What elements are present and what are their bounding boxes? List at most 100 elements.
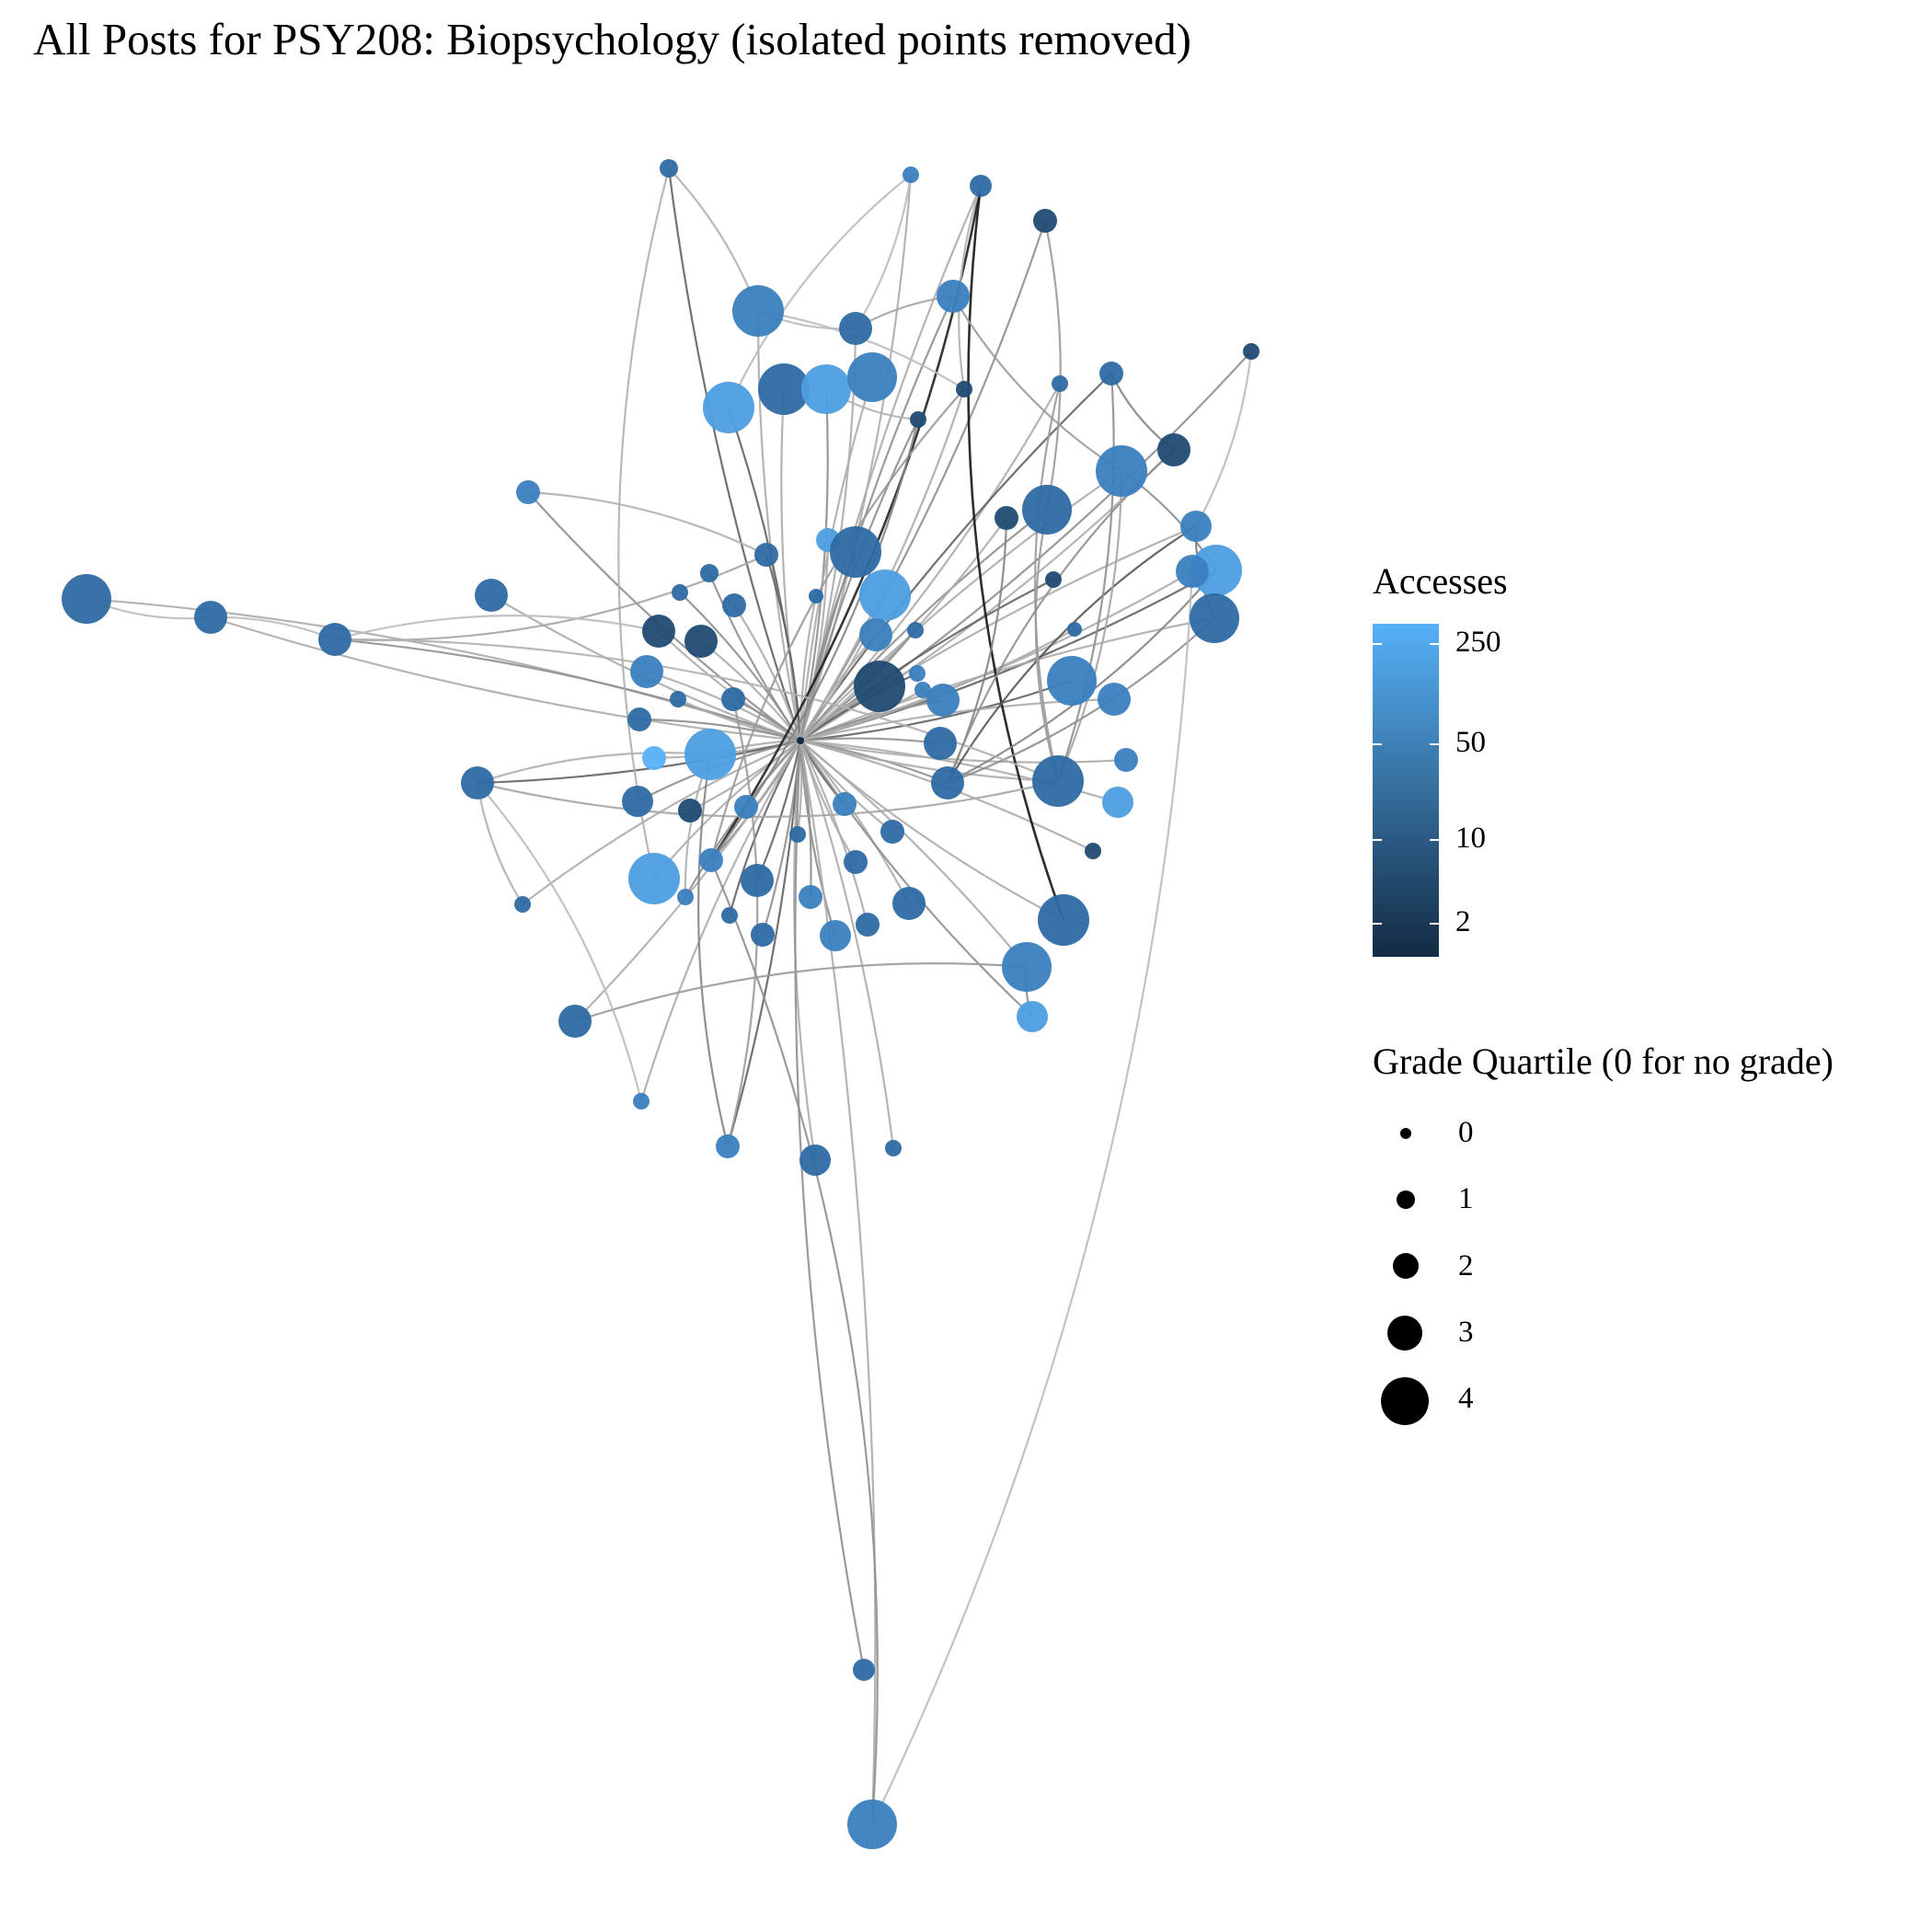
network-node [699, 848, 723, 872]
network-node [892, 887, 926, 920]
network-node [642, 746, 666, 770]
colorbar-tick [1430, 743, 1439, 745]
network-node [801, 364, 851, 414]
size-key-label-4: 4 [1458, 1382, 1474, 1415]
network-node [722, 593, 746, 617]
colorbar-label-50: 50 [1455, 726, 1486, 759]
network-node [854, 661, 905, 712]
network-node [194, 601, 227, 634]
network-node [684, 729, 736, 780]
network-edge [639, 740, 801, 1102]
network-edge [709, 859, 879, 1825]
network-edge [574, 740, 801, 1022]
network-node [678, 799, 702, 822]
network-node [909, 665, 926, 682]
network-edge [794, 740, 866, 1671]
node-layer [62, 159, 1259, 1849]
network-edge [709, 388, 965, 861]
network-node [880, 820, 904, 844]
colorbar-label-2: 2 [1455, 905, 1471, 938]
network-node [721, 687, 745, 711]
network-node [627, 707, 651, 731]
network-node [885, 1140, 902, 1156]
network-node [1017, 1001, 1048, 1032]
network-edge [799, 679, 1073, 742]
network-node [789, 826, 806, 843]
colorbar-tick [1373, 743, 1382, 745]
network-node [914, 682, 931, 698]
network-node [839, 312, 872, 345]
network-node [910, 411, 926, 428]
network-node [1038, 894, 1089, 946]
network-edge [522, 739, 801, 905]
network-edge [726, 740, 802, 1147]
network-edge [799, 740, 910, 904]
network-node [937, 280, 970, 313]
network-node [558, 1005, 592, 1038]
network-edge [477, 779, 1059, 818]
chart-title: All Posts for PSY208: Biopsychology (iso… [33, 14, 1191, 64]
network-edge [947, 617, 1215, 785]
network-node [830, 526, 881, 578]
network-edge [799, 740, 895, 1149]
network-edge [871, 570, 1194, 1825]
network-node [1022, 485, 1072, 535]
network-edge [952, 295, 1122, 472]
network-node [1085, 843, 1101, 859]
network-node [859, 618, 892, 651]
network-node [754, 543, 778, 567]
network-node [633, 1093, 650, 1110]
network-node [62, 574, 111, 624]
network-edge [765, 554, 802, 742]
network-node [734, 795, 758, 819]
network-edge [799, 740, 869, 926]
network-edge [799, 388, 966, 742]
network-edge [799, 595, 818, 742]
colorbar-tick [1430, 839, 1439, 841]
network-edge [799, 373, 1112, 742]
size-key-label-2: 2 [1458, 1249, 1474, 1282]
network-node [847, 1800, 897, 1849]
network-edge [334, 615, 660, 641]
network-edge [477, 752, 711, 785]
size-key-label-3: 3 [1458, 1316, 1474, 1349]
network-node [716, 1134, 740, 1158]
network-edge [476, 782, 523, 905]
grade-legend-title: Grade Quartile (0 for no grade) [1373, 1041, 1834, 1082]
network-edge [1034, 509, 1060, 782]
network-edge [1033, 383, 1062, 782]
network-node [1157, 433, 1190, 466]
network-node [995, 506, 1018, 530]
network-node [1047, 656, 1097, 706]
network-edge [947, 525, 1197, 784]
network-edge [967, 185, 1065, 921]
network-node [677, 889, 694, 905]
network-edge [638, 718, 801, 742]
network-edge [1056, 373, 1115, 782]
network-edge [574, 962, 1028, 1023]
colorbar-tick [1373, 923, 1382, 925]
network-hub-node [797, 737, 804, 744]
network-node [461, 766, 494, 799]
network-node [741, 864, 774, 897]
network-edge [477, 782, 643, 1102]
network-node [799, 885, 822, 909]
network-node [1033, 209, 1057, 233]
size-key-label-0: 0 [1458, 1116, 1474, 1149]
network-node [856, 913, 880, 937]
colorbar-label-10: 10 [1455, 822, 1486, 855]
size-key-label-1: 1 [1458, 1182, 1474, 1215]
network-node [628, 853, 680, 904]
network-node [956, 381, 972, 397]
network-edge [334, 638, 1059, 783]
network-node [642, 615, 675, 648]
network-edge [756, 310, 802, 742]
network-node [1243, 343, 1259, 360]
network-node [820, 920, 851, 951]
network-node [1098, 683, 1131, 716]
network-node [833, 792, 857, 816]
network-edge [799, 740, 1028, 968]
size-key-3 [1387, 1316, 1422, 1351]
network-edge [799, 740, 1033, 1018]
network-node [1067, 622, 1082, 637]
